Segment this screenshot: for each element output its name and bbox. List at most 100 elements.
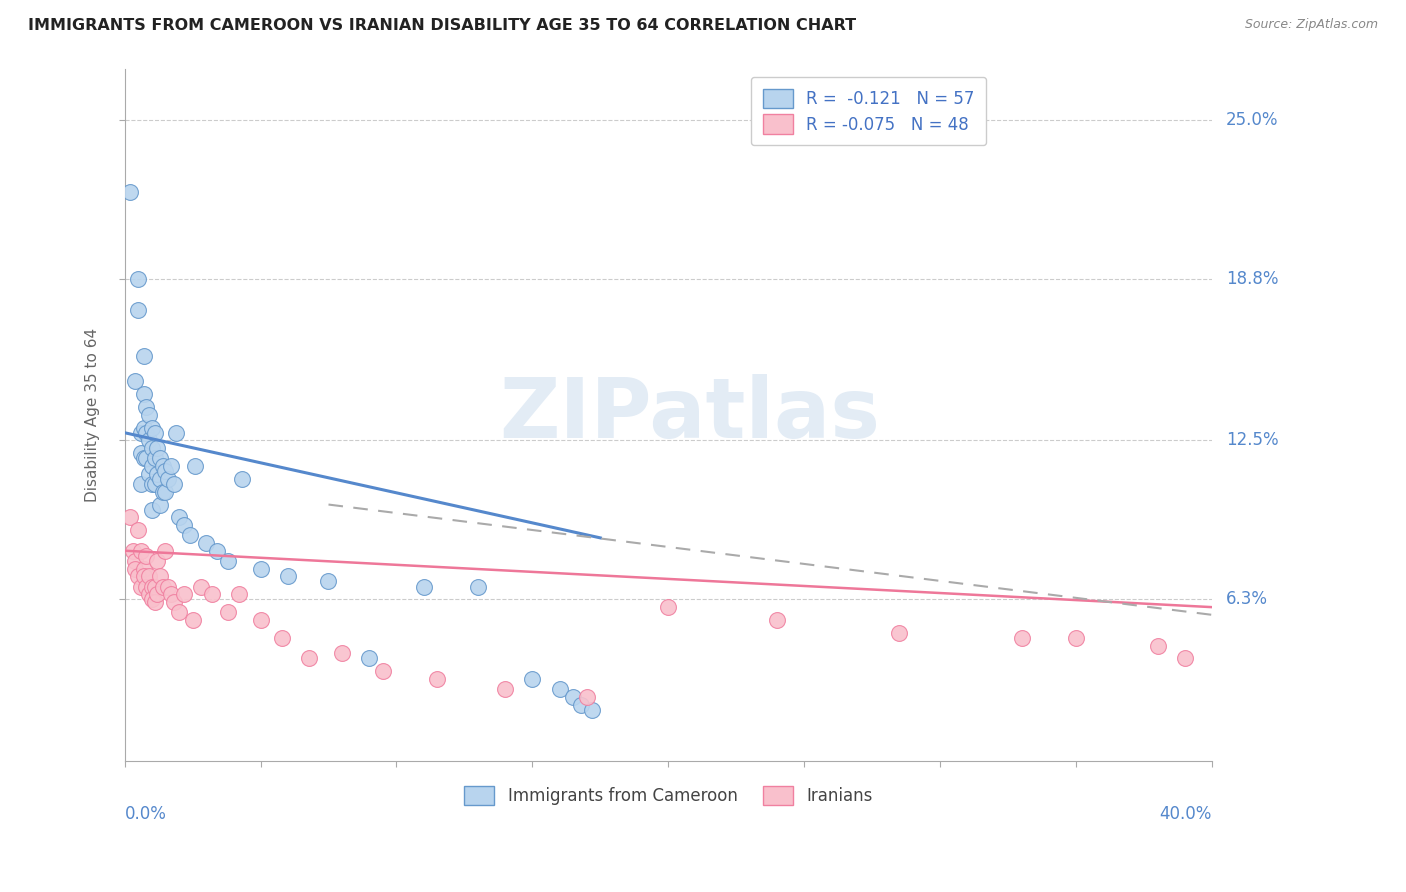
Text: 25.0%: 25.0% bbox=[1226, 111, 1278, 128]
Point bbox=[231, 472, 253, 486]
Point bbox=[159, 459, 181, 474]
Text: 0.0%: 0.0% bbox=[125, 805, 166, 823]
Text: 18.8%: 18.8% bbox=[1226, 270, 1278, 288]
Point bbox=[149, 451, 172, 466]
Point bbox=[127, 302, 149, 317]
Point bbox=[135, 580, 157, 594]
Point bbox=[141, 459, 163, 474]
Point bbox=[143, 595, 166, 609]
Point bbox=[146, 441, 169, 455]
Point bbox=[135, 451, 157, 466]
Point bbox=[135, 549, 157, 563]
Point bbox=[494, 682, 516, 697]
Point bbox=[548, 682, 571, 697]
Text: IMMIGRANTS FROM CAMEROON VS IRANIAN DISABILITY AGE 35 TO 64 CORRELATION CHART: IMMIGRANTS FROM CAMEROON VS IRANIAN DISA… bbox=[28, 18, 856, 33]
Point bbox=[129, 543, 152, 558]
Point bbox=[228, 587, 250, 601]
Point bbox=[184, 459, 207, 474]
Point bbox=[298, 651, 321, 665]
Point bbox=[371, 665, 394, 679]
Point bbox=[149, 472, 172, 486]
Point bbox=[146, 467, 169, 481]
Point bbox=[141, 580, 163, 594]
Point bbox=[138, 569, 160, 583]
Point bbox=[467, 580, 489, 594]
Text: 40.0%: 40.0% bbox=[1160, 805, 1212, 823]
Point bbox=[205, 543, 228, 558]
Point bbox=[569, 698, 592, 712]
Point bbox=[155, 464, 177, 478]
Point bbox=[138, 587, 160, 601]
Point bbox=[157, 472, 180, 486]
Point bbox=[152, 459, 174, 474]
Point bbox=[121, 543, 143, 558]
Point bbox=[271, 631, 294, 645]
Point bbox=[249, 613, 271, 627]
Point bbox=[143, 477, 166, 491]
Point bbox=[132, 349, 155, 363]
Point bbox=[359, 651, 381, 665]
Point bbox=[190, 580, 212, 594]
Point bbox=[135, 425, 157, 440]
Point bbox=[124, 375, 146, 389]
Point bbox=[129, 446, 152, 460]
Text: 12.5%: 12.5% bbox=[1226, 432, 1278, 450]
Point bbox=[766, 613, 789, 627]
Point bbox=[141, 420, 163, 434]
Point bbox=[141, 477, 163, 491]
Point bbox=[138, 408, 160, 422]
Point bbox=[143, 580, 166, 594]
Point bbox=[132, 420, 155, 434]
Point bbox=[146, 587, 169, 601]
Point bbox=[657, 600, 679, 615]
Point bbox=[135, 400, 157, 414]
Point bbox=[249, 562, 271, 576]
Point bbox=[157, 580, 180, 594]
Point bbox=[129, 580, 152, 594]
Point bbox=[143, 425, 166, 440]
Point bbox=[1064, 631, 1087, 645]
Point bbox=[1174, 651, 1197, 665]
Point bbox=[200, 587, 222, 601]
Point bbox=[277, 569, 299, 583]
Point bbox=[195, 536, 218, 550]
Point bbox=[124, 554, 146, 568]
Point bbox=[173, 587, 195, 601]
Point bbox=[129, 425, 152, 440]
Point bbox=[141, 592, 163, 607]
Point bbox=[127, 569, 149, 583]
Y-axis label: Disability Age 35 to 64: Disability Age 35 to 64 bbox=[86, 327, 100, 502]
Point bbox=[129, 477, 152, 491]
Text: ZIPatlas: ZIPatlas bbox=[499, 375, 880, 455]
Point bbox=[162, 595, 184, 609]
Point bbox=[155, 484, 177, 499]
Point bbox=[127, 272, 149, 286]
Point bbox=[118, 510, 141, 524]
Point bbox=[426, 672, 449, 686]
Point bbox=[141, 502, 163, 516]
Point bbox=[173, 518, 195, 533]
Point bbox=[152, 580, 174, 594]
Point bbox=[162, 477, 184, 491]
Legend: Immigrants from Cameroon, Iranians: Immigrants from Cameroon, Iranians bbox=[454, 776, 882, 815]
Point bbox=[118, 185, 141, 199]
Point bbox=[124, 562, 146, 576]
Point bbox=[889, 625, 911, 640]
Point bbox=[522, 672, 544, 686]
Point bbox=[181, 613, 204, 627]
Point bbox=[167, 510, 190, 524]
Point bbox=[146, 554, 169, 568]
Point bbox=[165, 425, 187, 440]
Point bbox=[132, 451, 155, 466]
Point bbox=[167, 605, 190, 619]
Point bbox=[1146, 639, 1168, 653]
Point bbox=[132, 569, 155, 583]
Point bbox=[562, 690, 585, 704]
Point bbox=[217, 554, 239, 568]
Point bbox=[179, 528, 201, 542]
Point bbox=[330, 646, 353, 660]
Point bbox=[132, 387, 155, 401]
Point bbox=[159, 587, 181, 601]
Text: Source: ZipAtlas.com: Source: ZipAtlas.com bbox=[1244, 18, 1378, 31]
Point bbox=[1011, 631, 1033, 645]
